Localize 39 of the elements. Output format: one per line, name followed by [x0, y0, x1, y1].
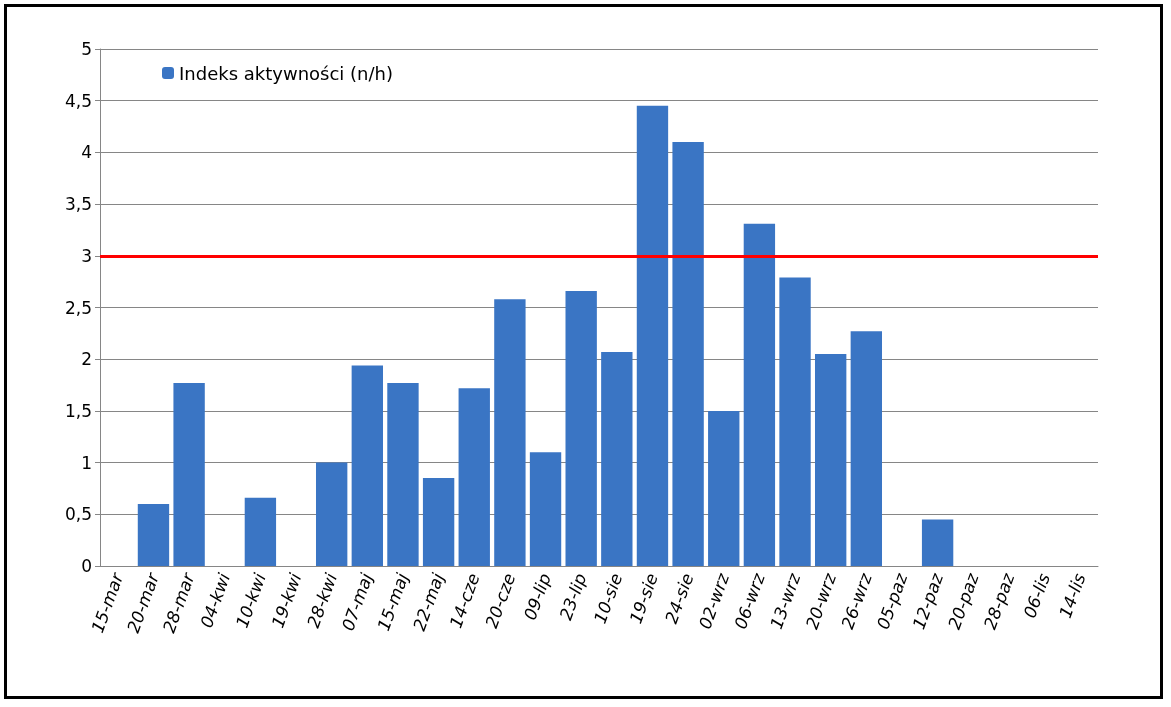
bar: [351, 365, 383, 566]
y-tick-label: 1: [81, 452, 92, 473]
bar: [743, 223, 776, 566]
y-tick-label: 1,5: [64, 400, 92, 421]
y-tick-label: 2,5: [64, 297, 92, 318]
y-tick-label: 0,5: [64, 504, 92, 525]
bar: [565, 290, 597, 566]
bar: [244, 497, 277, 566]
y-tick-label: 4: [81, 142, 92, 163]
y-tick-label: 2: [81, 349, 92, 370]
x-tick-label: 19-sie: [625, 570, 662, 627]
bar: [137, 503, 170, 566]
bar: [921, 519, 954, 566]
bar: [779, 277, 811, 566]
y-tick-label: 5: [81, 39, 92, 59]
y-tick-label: 4,5: [64, 90, 92, 111]
bar: [636, 105, 669, 566]
bar: [708, 410, 740, 566]
x-tick-label: 14-lis: [1055, 570, 1090, 621]
x-tick-label: 06-lis: [1019, 570, 1054, 621]
bar: [815, 354, 847, 566]
bar: [316, 462, 348, 566]
bar: [850, 331, 882, 566]
y-tick-label: 0: [81, 556, 92, 576]
bar: [173, 382, 205, 566]
bar: [422, 478, 455, 566]
bar: [387, 382, 419, 566]
x-tick-label: 10-sie: [589, 570, 627, 627]
bar: [458, 388, 490, 566]
y-tick-label: 3: [81, 245, 92, 266]
bar: [672, 142, 704, 566]
x-tick-label: 23-lip: [555, 570, 591, 623]
x-tick-label: 24-sie: [660, 570, 698, 627]
y-tick-label: 3,5: [64, 194, 92, 215]
x-tick-label: 09-lip: [519, 570, 555, 623]
bar: [601, 351, 633, 566]
bar: [494, 299, 526, 566]
legend-label: Indeks aktywności (n/h): [179, 62, 393, 84]
bar: [529, 452, 562, 566]
